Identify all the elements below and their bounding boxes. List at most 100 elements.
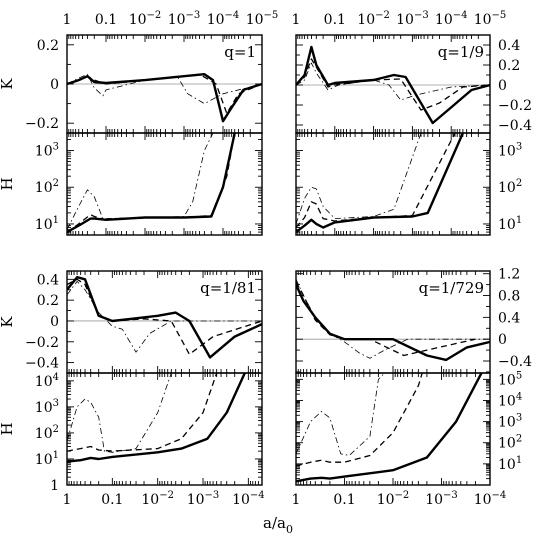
panel-3-h-y-tick-label: 105: [498, 370, 522, 388]
panel-3-h-y-tick-label-exp: 1: [516, 455, 522, 466]
panel-2-h-series-2-line: [67, 373, 172, 453]
panel-3-h-y-tick-label-base: 10: [498, 457, 516, 473]
panel-3-h-series-1-line: [296, 373, 423, 467]
panel-1-x-top-tick-label: 10−5: [474, 10, 507, 28]
panel-3-h-y-tick-label: 102: [498, 434, 522, 452]
panel-2-h-y-tick-label: 102: [35, 424, 59, 442]
panel-1-label: q=1/9: [438, 43, 484, 61]
panel-0-h-y-tick-label-exp: 3: [53, 142, 59, 153]
panel-3-h-y-tick-label: 104: [498, 391, 522, 409]
panel-1-h-y-tick-label-base: 10: [498, 180, 516, 196]
panel-3-k-y-tick-label: 0.4: [498, 310, 520, 326]
panel-3-k-y-tick-label: 0.8: [498, 289, 520, 305]
panel-1-h-y-tick-label-exp: 1: [516, 215, 522, 226]
panel-2-h-y-tick-label-base: 10: [35, 426, 53, 442]
panel-1-x-top-tick-label-base: 10: [474, 12, 492, 28]
panel-0-h-y-tick-label-exp: 1: [53, 215, 59, 226]
panel-1-h-y-tick-label-exp: 3: [516, 142, 522, 153]
panel-1-k-y-tick-label: −0.4: [498, 118, 532, 134]
panel-1-x-top-tick-label: 10−2: [357, 10, 390, 28]
panel-3-h-frame: [295, 372, 491, 486]
panel-0-k-y-tick-label: 0.2: [37, 38, 59, 54]
panel-0-h-y-tick-label-base: 10: [35, 180, 53, 196]
shared-x-label-sub: 0: [286, 523, 293, 536]
panel-1-k-series-2-line: [296, 62, 490, 101]
panel-3-h-y-tick-label-exp: 3: [516, 413, 522, 424]
panel-0-x-top-tick-label-exp: −4: [225, 10, 240, 21]
panel-2-x-bottom-tick-label: 1: [63, 492, 72, 508]
panel-3-h-y-tick-label-base: 10: [498, 372, 516, 388]
panel-1-x-top-tick-label: 1: [292, 12, 301, 28]
panel-0-k-ylabel: K: [0, 78, 16, 90]
panel-0-k-y-tick-label: 0: [50, 77, 59, 93]
panel-1-x-top-tick-label: 10−4: [435, 10, 468, 28]
panel-1-x-top-tick-label: 0.1: [324, 12, 346, 28]
panel-3-k-y-tick-label: 1.2: [498, 267, 520, 283]
panel-1-k-y-tick-label: −0.2: [498, 98, 532, 114]
panel-0-h-frame: [66, 132, 263, 236]
panel-0-x-top-tick-label-exp: −3: [186, 10, 201, 21]
panel-1-x-top-tick-label-base: 10: [396, 12, 414, 28]
panel-1-k-series-0-line: [296, 45, 490, 125]
panel-3-x-bottom-tick-label-base: 10: [425, 492, 443, 508]
panel-2-x-bottom-tick-label-exp: −4: [250, 490, 265, 501]
panel-1-x-top-tick-label-exp: −4: [453, 10, 468, 21]
panel-2-h-y-tick-label-exp: 2: [53, 424, 59, 435]
panel-2-h-y-tick-label-base: 10: [35, 400, 53, 416]
panel-2-x-bottom-tick-label-base: 10: [232, 492, 250, 508]
panel-3-h-y-tick-label-exp: 2: [516, 434, 522, 445]
panel-0-x-top-tick-label: 10−5: [246, 10, 279, 28]
panel-2-x-bottom-tick-label-base: 10: [187, 492, 205, 508]
panel-1-h-y-tick-label: 101: [498, 215, 522, 233]
panel-3-x-bottom-tick-label: 1: [292, 492, 301, 508]
panel-3-h-y-tick-label-base: 10: [498, 393, 516, 409]
panel-2-k-y-tick-label: −0.2: [25, 335, 59, 351]
panel-1-x-top-tick-label-base: 10: [357, 12, 375, 28]
panel-2-k-series-0-line: [67, 276, 262, 359]
panel-2-h-series-1-line: [67, 373, 218, 452]
panel-0-h-ylabel: H: [0, 177, 16, 190]
panel-0-h-y-tick-label-base: 10: [35, 144, 53, 160]
panel-0-x-top-tick-label-exp: −5: [264, 10, 279, 21]
panel-0-x-top-tick-label-exp: −2: [147, 10, 162, 21]
panel-3-h-y-tick-label: 103: [498, 413, 522, 431]
panel-2-k-y-tick-label: 0.4: [37, 272, 59, 288]
panel-2-h-series-0-line: [67, 373, 246, 463]
panel-0-x-top-tick-label-base: 10: [129, 12, 147, 28]
panel-3-h-series-2-line: [296, 373, 385, 456]
panel-1-x-top-tick-label-base: 10: [435, 12, 453, 28]
panel-1-h-y-tick-label-exp: 2: [516, 178, 522, 189]
panel-0-h-series-1-line: [67, 133, 236, 233]
panel-2-k-ylabel: K: [0, 316, 16, 328]
panel-1-k-y-tick-label: 0.2: [498, 58, 520, 74]
panel-1-x-top-tick-label-exp: −3: [414, 10, 429, 21]
panel-1-h-y-tick-label-base: 10: [498, 217, 516, 233]
panel-0-x-top-tick-label: 10−3: [168, 10, 201, 28]
panel-1-h-series-0-line: [296, 133, 464, 234]
panel-0-k-series-2-line: [67, 73, 262, 104]
panel-1-h-y-tick-label: 103: [498, 142, 522, 160]
panel-2-h-y-tick-label: 101: [35, 450, 59, 468]
panel-2-h-ylabel: H: [0, 422, 16, 435]
panel-3-x-bottom-tick-label: 10−4: [474, 490, 507, 508]
panel-1-x-top-tick-label-exp: −2: [375, 10, 390, 21]
panel-3-x-bottom-tick-label-exp: −2: [395, 490, 410, 501]
panel-2-x-bottom-tick-label: 10−3: [187, 490, 220, 508]
panel-1-h-frame: [295, 132, 491, 236]
panel-3-k-y-tick-label: 0: [498, 332, 507, 348]
panel-1-k-y-tick-label: 0.4: [498, 38, 520, 54]
panel-0-x-top-tick-label-base: 10: [168, 12, 186, 28]
panel-1-h-y-tick-label: 102: [498, 178, 522, 196]
panel-3-x-bottom-tick-label-base: 10: [474, 492, 492, 508]
panel-1-k-series-1-line: [296, 58, 490, 111]
panel-0-h-y-tick-label-exp: 2: [53, 178, 59, 189]
panel-2-x-bottom-tick-label: 0.1: [101, 492, 123, 508]
panel-3-x-bottom-tick-label-exp: −4: [492, 490, 507, 501]
panel-3-x-bottom-tick-label: 10−3: [425, 490, 458, 508]
panel-2-h-frame: [66, 372, 263, 486]
panel-0-h-y-tick-label: 101: [35, 215, 59, 233]
panel-2-k-y-tick-label: −0.4: [25, 356, 59, 372]
panel-0-x-top-tick-label: 10−2: [129, 10, 162, 28]
panel-2-h-y-tick-label-exp: 1: [53, 450, 59, 461]
